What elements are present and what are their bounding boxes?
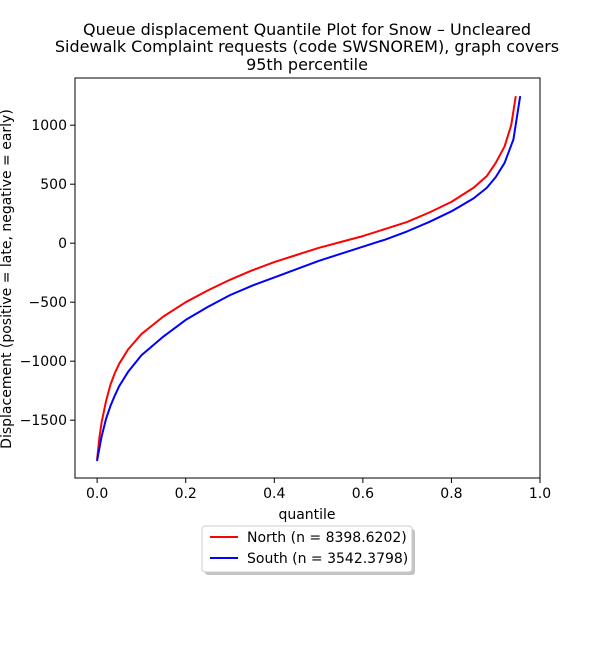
legend: North (n = 8398.6202) South (n = 3542.37… [201, 525, 415, 575]
x-tick-label: 0.6 [352, 486, 374, 502]
y-axis-ticks: −1500 −1000 −500 0 500 1000 [20, 118, 75, 429]
chart-title: Queue displacement Quantile Plot for Sno… [55, 20, 559, 74]
y-tick-label: −1000 [20, 354, 67, 370]
chart-title-line-3: 95th percentile [246, 55, 368, 74]
x-axis-label: quantile [278, 507, 335, 523]
series-layer [96, 95, 522, 462]
x-tick-label: 1.0 [529, 486, 551, 502]
series-line-south [96, 95, 522, 462]
y-tick-label: −1500 [20, 413, 67, 429]
y-axis-label: Displacement (positive = late, negative … [0, 109, 15, 449]
x-tick-label: 0.8 [440, 486, 462, 502]
x-tick-label: 0.4 [263, 486, 285, 502]
x-axis-ticks: 0.0 0.2 0.4 0.6 0.8 1.0 [86, 478, 551, 502]
y-tick-label: 1000 [31, 118, 67, 134]
chart-title-line-2: Sidewalk Complaint requests (code SWSNOR… [55, 37, 559, 56]
x-tick-label: 0.0 [86, 486, 108, 502]
y-tick-label: 500 [40, 177, 67, 193]
series-line-north [96, 95, 517, 461]
legend-label-north: North (n = 8398.6202) [247, 530, 407, 546]
legend-box [201, 525, 413, 573]
y-tick-label: −500 [29, 295, 67, 311]
y-tick-label: 0 [58, 236, 67, 252]
plot-area [74, 77, 541, 479]
chart-title-line-1: Queue displacement Quantile Plot for Sno… [83, 20, 531, 39]
legend-label-south: South (n = 3542.3798) [247, 551, 408, 567]
x-tick-label: 0.2 [175, 486, 197, 502]
